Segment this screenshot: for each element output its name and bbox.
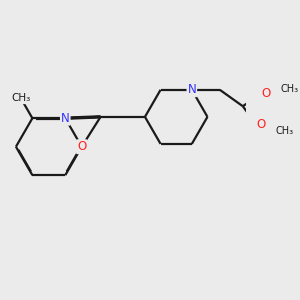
Text: O: O — [261, 87, 270, 100]
Text: N: N — [61, 112, 70, 125]
Text: CH₃: CH₃ — [11, 93, 31, 103]
Text: CH₃: CH₃ — [280, 84, 299, 94]
Text: O: O — [256, 118, 265, 131]
Text: CH₃: CH₃ — [276, 126, 294, 136]
Text: O: O — [77, 140, 86, 153]
Text: N: N — [188, 83, 196, 96]
